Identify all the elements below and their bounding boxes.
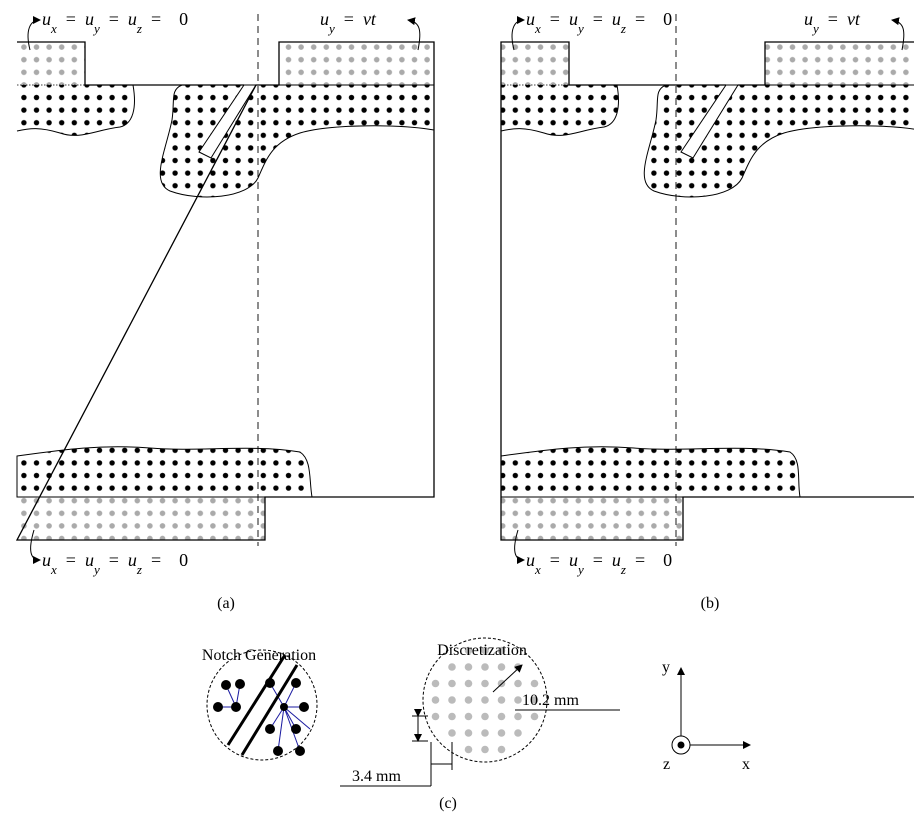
math-symbol: u [128, 550, 137, 570]
math-subscript: x [50, 562, 57, 577]
math-symbol: = [66, 550, 76, 570]
panel-a [15, 14, 435, 564]
math-symbol: = [550, 550, 560, 570]
math-symbol: 0 [179, 550, 188, 570]
math-symbol: 0 [663, 550, 672, 570]
math-symbol: = [635, 9, 645, 29]
radius-label: 10.2 mm [522, 692, 579, 709]
boundary-condition: ux = uy = uz = 0 [42, 550, 188, 577]
math-symbol: u [320, 9, 329, 29]
spacing-label: 3.4 mm [352, 768, 401, 785]
math-subscript: z [136, 562, 142, 577]
math-symbol: u [42, 550, 51, 570]
math-subscript: x [50, 21, 57, 36]
caption: (b) [701, 595, 720, 612]
math-symbol: = [828, 9, 838, 29]
notch-title: Notch Generation [202, 647, 316, 664]
panel-b [500, 14, 914, 564]
panel-c [206, 637, 751, 787]
math-symbol: 0 [179, 9, 188, 29]
math-symbol: u [128, 9, 137, 29]
math-symbol: = [593, 9, 603, 29]
math-symbol: = [151, 550, 161, 570]
boundary-condition: uy = vt [804, 9, 861, 36]
math-symbol: = [109, 9, 119, 29]
math-subscript: y [92, 21, 100, 36]
math-symbol: u [42, 9, 51, 29]
math-subscript: x [534, 562, 541, 577]
math-symbol: u [85, 550, 94, 570]
math-symbol: = [66, 9, 76, 29]
math-subscript: z [620, 562, 626, 577]
math-subscript: x [534, 21, 541, 36]
math-subscript: y [327, 21, 335, 36]
math-subscript: z [620, 21, 626, 36]
math-symbol: u [526, 9, 535, 29]
boundary-condition: uy = vt [320, 9, 377, 36]
math-subscript: y [576, 21, 584, 36]
discretization-title: Discretization [437, 642, 527, 659]
boundary-condition: ux = uy = uz = 0 [42, 9, 188, 36]
boundary-condition: ux = uy = uz = 0 [526, 550, 672, 577]
math-symbol: = [593, 550, 603, 570]
axis-label: z [663, 756, 670, 773]
math-symbol: = [151, 9, 161, 29]
math-subscript: z [136, 21, 142, 36]
axis-label: x [742, 756, 750, 773]
caption: (c) [439, 795, 457, 812]
math-symbol: vt [363, 9, 377, 29]
math-symbol: 0 [663, 9, 672, 29]
math-symbol: = [109, 550, 119, 570]
math-symbol: u [526, 550, 535, 570]
math-symbol: u [85, 9, 94, 29]
math-subscript: y [92, 562, 100, 577]
math-symbol: u [612, 550, 621, 570]
math-symbol: = [635, 550, 645, 570]
math-symbol: u [804, 9, 813, 29]
math-symbol: u [569, 9, 578, 29]
math-symbol: = [344, 9, 354, 29]
axis-label: y [662, 659, 670, 676]
math-symbol: = [550, 9, 560, 29]
math-subscript: y [811, 21, 819, 36]
boundary-condition: ux = uy = uz = 0 [526, 9, 672, 36]
math-symbol: u [612, 9, 621, 29]
math-symbol: u [569, 550, 578, 570]
math-subscript: y [576, 562, 584, 577]
math-symbol: vt [847, 9, 861, 29]
caption: (a) [217, 595, 235, 612]
